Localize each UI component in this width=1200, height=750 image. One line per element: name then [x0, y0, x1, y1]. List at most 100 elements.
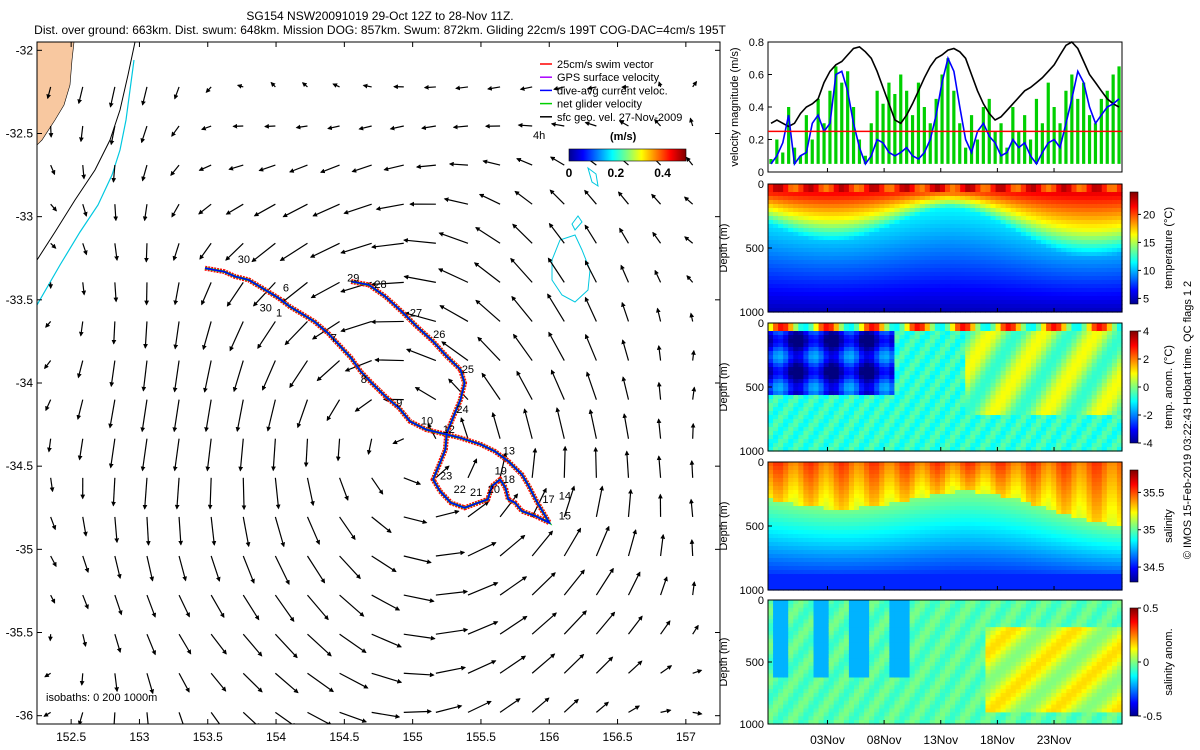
geo-velocity-arrow — [236, 84, 244, 89]
geo-velocity-arrow — [79, 673, 85, 686]
geo-velocity-arrow — [654, 118, 662, 127]
geo-velocity-arrow — [435, 550, 466, 557]
geo-velocity-arrow — [618, 120, 629, 127]
temperature-ytick: 1000 — [740, 307, 764, 319]
time-xtick-label: 13Nov — [923, 733, 958, 747]
geo-velocity-arrow — [173, 86, 180, 100]
geo-velocity-arrow — [435, 465, 450, 479]
geo-velocity-arrow — [344, 359, 372, 372]
map-colorbar-tick: 0.2 — [607, 166, 624, 180]
geo-velocity-arrow — [205, 438, 212, 472]
velocity-ytick: 0.4 — [749, 102, 764, 114]
day-label: 18 — [503, 474, 515, 486]
geo-velocity-arrow — [512, 333, 533, 361]
geo-velocity-arrow — [81, 165, 87, 180]
time-x-ticks: 03Nov 08Nov 13Nov 18Nov 23Nov — [810, 168, 1071, 747]
geo-velocity-arrow — [448, 378, 469, 401]
geo-velocity-arrow — [45, 321, 52, 328]
geo-velocity-arrow — [595, 567, 614, 596]
geo-velocity-arrow — [370, 281, 404, 287]
geo-velocity-arrow — [550, 122, 565, 127]
geo-velocity-arrow — [242, 672, 263, 693]
geo-velocity-arrow — [271, 438, 276, 472]
geo-velocity-arrow — [296, 399, 309, 429]
geo-velocity-arrow — [584, 333, 597, 361]
geo-velocity-arrow — [49, 477, 55, 493]
geo-velocity-arrow — [499, 655, 527, 674]
day-label: 23 — [440, 470, 452, 482]
legend-note: 4h — [533, 130, 545, 142]
geo-velocity-arrow — [141, 164, 148, 182]
geo-velocity-arrow — [517, 122, 533, 128]
geo-velocity-arrow — [404, 311, 437, 323]
geo-velocity-arrow — [81, 282, 87, 296]
geo-velocity-arrow — [371, 672, 403, 684]
isobath-200m — [37, 59, 135, 306]
geo-velocity-arrow — [403, 477, 422, 486]
geo-velocity-arrow — [339, 555, 361, 580]
geo-velocity-arrow — [205, 86, 212, 93]
velocity-frame — [767, 41, 1123, 173]
geo-velocity-arrow — [274, 477, 281, 510]
geo-velocity-arrow — [467, 660, 497, 674]
day-label: 27 — [410, 307, 422, 319]
glider-track — [204, 265, 556, 529]
sal_anom-colorbar-label: salinity anom. — [1163, 628, 1175, 695]
geo-velocity-arrow — [312, 203, 340, 217]
geo-velocity-arrow — [563, 569, 585, 596]
geo-velocity-arrow — [82, 634, 88, 647]
geo-velocity-arrow — [691, 349, 696, 361]
geo-velocity-arrow — [467, 582, 499, 596]
geo-velocity-arrow — [282, 203, 308, 218]
geo-velocity-arrow — [531, 653, 556, 674]
dive-avg-line — [770, 55, 1120, 166]
geo-velocity-arrow — [627, 488, 633, 517]
geo-velocity-arrow — [210, 672, 227, 692]
geo-velocity-arrow — [339, 633, 367, 654]
geo-velocity-arrow — [595, 656, 614, 674]
geo-velocity-arrow — [170, 164, 180, 176]
geo-velocity-arrow — [141, 360, 148, 392]
geo-velocity-arrow — [499, 698, 521, 713]
geo-velocity-arrow — [499, 576, 528, 596]
geo-velocity-arrow — [443, 197, 469, 205]
geo-velocity-arrow — [467, 501, 490, 518]
geo-velocity-arrow — [482, 159, 501, 166]
geo-velocity-arrow — [467, 700, 492, 713]
geo-velocity-arrow — [403, 516, 428, 525]
geo-velocity-arrow — [50, 242, 57, 249]
geo-velocity-arrow — [403, 633, 436, 641]
geo-velocity-arrow — [339, 477, 349, 501]
geo-velocity-arrow — [140, 399, 148, 433]
map-xtick-label: 155.5 — [466, 730, 496, 744]
geo-velocity-arrow — [113, 712, 116, 724]
geo-velocity-arrow — [114, 634, 122, 653]
day-label: 24 — [456, 404, 468, 416]
map-x-ticks: 152.5 153 153.5 154 154.5 155 155.5 156 156.5 157 — [56, 42, 696, 744]
geo-velocity-arrow — [689, 539, 695, 557]
geo-velocity-arrow — [146, 673, 155, 695]
map-xtick-label: 152.5 — [56, 730, 86, 744]
title-line-1: SG154 NSW20091019 29-Oct 12Z to 28-Nov 1… — [246, 9, 514, 23]
geo-velocity-arrow — [371, 477, 384, 495]
temp_anom-panel: 0 500 1000 Depth (m) 4 2 0 -2 -4 temp. anom. (°C) — [718, 318, 1175, 458]
geo-velocity-arrow — [584, 189, 597, 205]
map-ytick-label: -34 — [16, 376, 34, 390]
geo-velocity-arrow — [178, 555, 187, 582]
geo-velocity-arrow — [691, 581, 697, 596]
geo-velocity-arrow — [519, 86, 533, 91]
geo-velocity-arrow — [172, 243, 180, 261]
day-label: 29 — [347, 273, 359, 285]
day-label: 12 — [443, 424, 455, 436]
temp_anom-colorbar-tick: 2 — [1143, 354, 1149, 366]
temp_anom-colorbar-label: temp. anom. (°C) — [1163, 345, 1175, 429]
geo-velocity-arrow — [326, 399, 341, 422]
temp_anom-ytick: 500 — [746, 382, 764, 394]
map-colorbar-tick: 0.4 — [654, 166, 671, 180]
geo-velocity-arrow — [656, 455, 662, 478]
land-coast — [37, 42, 75, 146]
geo-velocity-arrow — [371, 633, 402, 648]
temperature-colorbar-tick: 10 — [1143, 265, 1155, 277]
geo-velocity-arrow — [692, 710, 703, 716]
geo-velocity-arrow — [178, 672, 190, 693]
